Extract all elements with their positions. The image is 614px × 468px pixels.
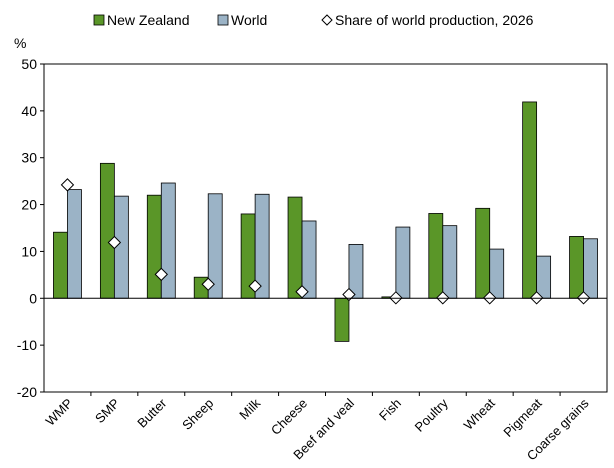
bar-world	[442, 225, 458, 299]
plot-frame	[43, 63, 608, 393]
share-marker	[154, 267, 168, 282]
x-tick-label: Fish	[376, 396, 404, 424]
y-tick-label: -20	[17, 384, 37, 400]
y-tick-label: 10	[21, 243, 37, 259]
bar-new-zealand	[99, 162, 115, 299]
bar-world	[536, 255, 552, 299]
share-marker	[60, 178, 75, 192]
legend-swatch	[217, 14, 229, 26]
legend-label: Share of world production, 2026	[335, 12, 534, 28]
bars	[53, 101, 598, 342]
legend: New Zealand World Share of world productio…	[93, 12, 534, 28]
x-tick-label: SMP	[92, 396, 123, 427]
bar-new-zealand	[569, 236, 584, 299]
x-tick-label: Butter	[134, 395, 170, 431]
bar-world	[395, 226, 411, 299]
x-tick-label: Wheat	[461, 395, 498, 432]
x-tick-label: Cheese	[268, 396, 310, 438]
bar-world	[583, 238, 598, 299]
markers	[60, 178, 591, 305]
share-marker	[107, 235, 122, 250]
bar-new-zealand	[475, 207, 491, 299]
legend-label: World	[231, 12, 267, 28]
bar-new-zealand	[287, 196, 303, 299]
y-tick-label: 40	[21, 103, 37, 119]
x-tick-label: Pigmeat	[500, 395, 545, 440]
bar-new-zealand	[146, 194, 162, 299]
y-tick-label: -10	[17, 337, 37, 353]
y-axis-unit-label: %	[14, 35, 26, 51]
share-marker	[295, 285, 309, 299]
legend-label: New Zealand	[107, 12, 190, 28]
share-marker	[201, 277, 215, 291]
y-tick-label: 20	[21, 197, 37, 213]
share-marker	[342, 287, 356, 302]
bar-world	[67, 189, 82, 299]
bar-new-zealand	[53, 231, 68, 299]
bar-world	[489, 248, 505, 299]
bar-world	[301, 220, 317, 299]
x-tick-label: Milk	[236, 395, 263, 422]
bar-world	[113, 195, 129, 299]
y-tick-label: 0	[29, 290, 37, 306]
bar-new-zealand	[334, 297, 350, 342]
bar-new-zealand	[428, 213, 444, 299]
x-tick-label: Sheep	[179, 396, 216, 433]
legend-swatch	[321, 14, 333, 26]
y-axis: -20 -10 0 10 20 30 40 50	[17, 56, 44, 400]
x-tick-label: WMP	[43, 396, 76, 429]
legend-swatch	[93, 14, 105, 26]
y-tick-label: 50	[21, 56, 37, 72]
bar-new-zealand	[522, 101, 538, 299]
y-tick-label: 30	[21, 150, 37, 166]
share-marker	[248, 279, 262, 293]
bar-world	[160, 182, 176, 299]
x-tick-label: Poultry	[412, 395, 452, 435]
